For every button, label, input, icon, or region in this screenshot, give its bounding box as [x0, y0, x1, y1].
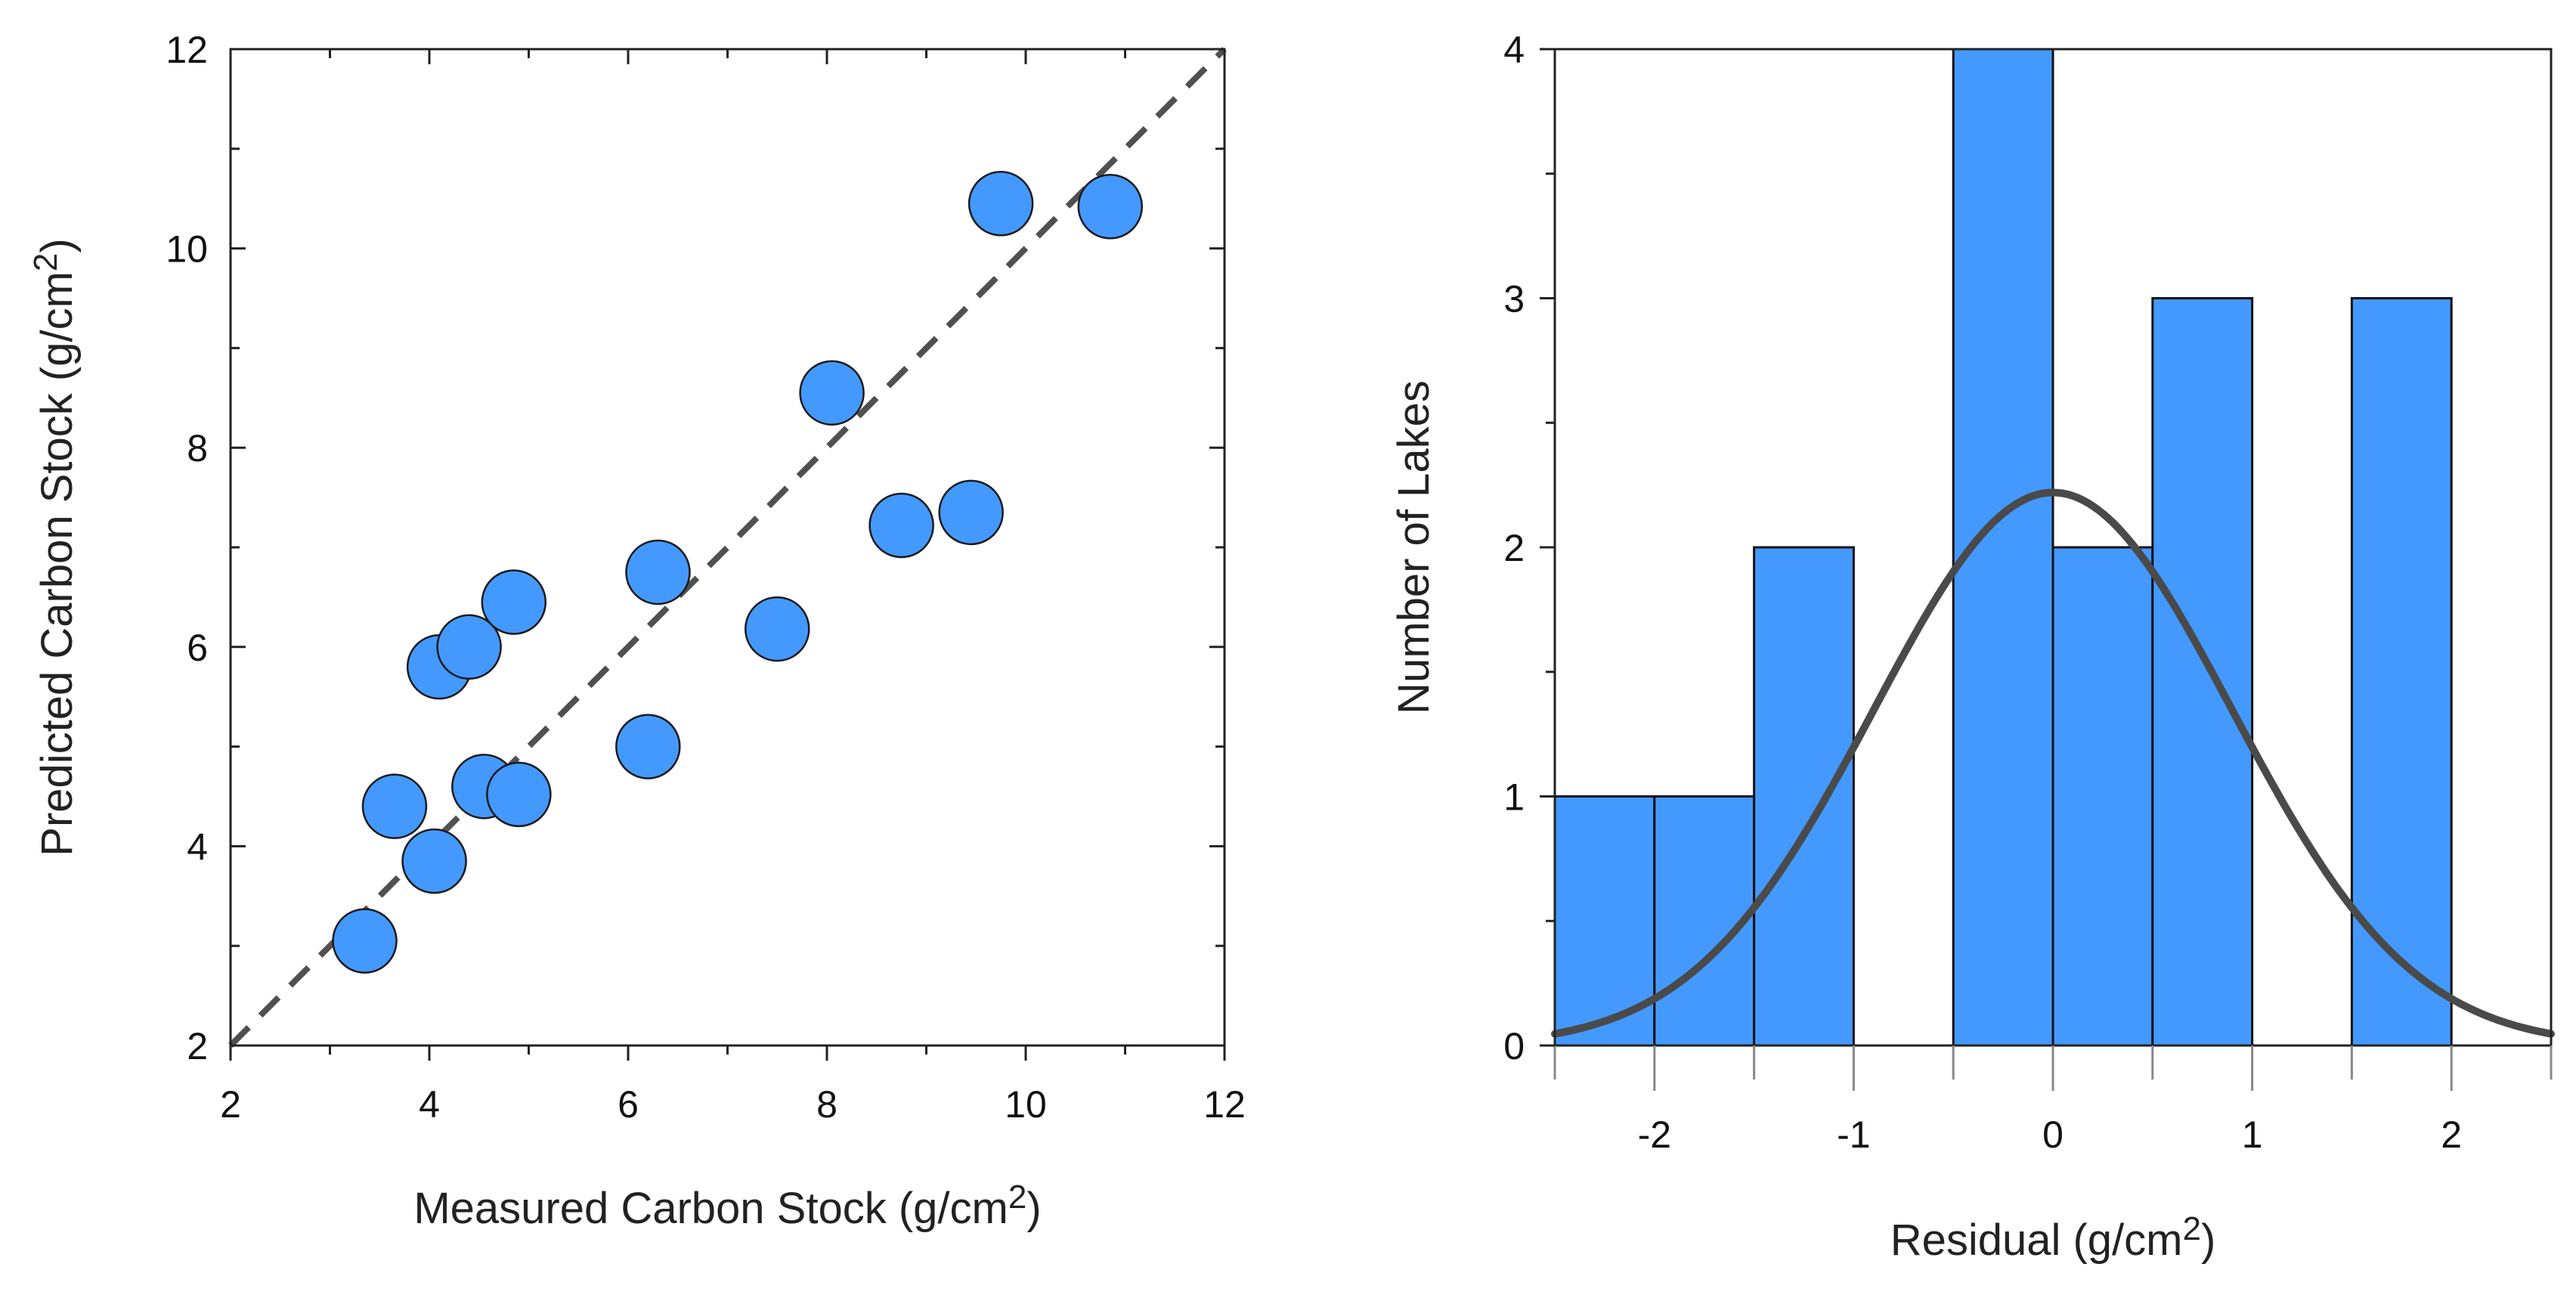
hist-y-tick-label-1: 1 — [1503, 776, 1525, 819]
histogram-y-axis-title: Number of Lakes — [1389, 380, 1438, 714]
identity-reference-line — [228, 47, 1227, 1048]
histogram-bar-9 — [2350, 297, 2453, 1047]
scatter-x-axis-title: Measured Carbon Stock (g/cm2) — [413, 1179, 1041, 1233]
scatter-point-9 — [615, 714, 681, 779]
x-tick-label-10: 10 — [1005, 1083, 1047, 1126]
scatter-point-5 — [436, 614, 502, 680]
normal-curve — [1551, 488, 2555, 1038]
y-tick-label-12: 12 — [166, 29, 208, 71]
hist-y-tick-label-0: 0 — [1503, 1025, 1525, 1067]
scatter-point-2 — [361, 773, 428, 839]
y-tick-label-8: 8 — [187, 427, 208, 469]
x-tick-label-6: 6 — [618, 1083, 639, 1126]
scatter-point-10 — [625, 539, 691, 606]
scatter-y-axis-title: Predicted Carbon Stock (g/cm2) — [27, 238, 82, 856]
histogram-ticks: -2 -1 0 1 2 0 1 2 3 4 — [1503, 29, 2553, 1156]
hist-x-tick-label-0: 0 — [2042, 1114, 2064, 1156]
x-tick-label-8: 8 — [816, 1083, 838, 1126]
scatter-point-14 — [938, 479, 1004, 546]
histogram-panel: -2 -1 0 1 2 0 1 2 3 4 Residual (g/cm2) Number of … — [1389, 29, 2555, 1265]
histogram-bar-7 — [2151, 297, 2254, 1047]
y-tick-label-2: 2 — [187, 1025, 208, 1067]
histogram-x-axis-title: Residual (g/cm2) — [1890, 1210, 2216, 1265]
scatter-ticks: 22 4 4 6 6 8 8 10 10 12 12 — [166, 29, 1245, 1126]
hist-y-tick-label-4: 4 — [1503, 29, 1525, 71]
scatter-points — [332, 171, 1144, 974]
scatter-point-16 — [1077, 173, 1144, 240]
x-tick-label-2: 2 — [220, 1083, 241, 1126]
scatter-point-1 — [332, 908, 398, 974]
hist-x-tick-label-1: 1 — [2242, 1114, 2263, 1156]
hist-y-tick-label-2: 2 — [1503, 527, 1525, 569]
x-tick-label-4: 4 — [419, 1083, 440, 1126]
scatter-panel: 22 4 4 6 6 8 8 10 10 12 12 Measured Carbon Stock (… — [27, 29, 1246, 1233]
scatter-point-13 — [868, 492, 934, 559]
y-tick-label-10: 10 — [166, 228, 208, 271]
histogram-bar-3 — [1753, 546, 1855, 1047]
scatter-point-15 — [968, 171, 1034, 237]
y-tick-label-4: 4 — [187, 826, 208, 868]
histogram-bars — [1553, 48, 2453, 1047]
y-tick-label-6: 6 — [187, 627, 208, 669]
hist-x-tick-label--2: -2 — [1638, 1114, 1671, 1156]
scatter-point-12 — [799, 360, 865, 426]
histogram-bar-6 — [2051, 546, 2154, 1047]
scatter-point-8 — [481, 569, 547, 635]
scatter-reference-layer — [228, 47, 1227, 1048]
hist-x-tick-label-2: 2 — [2441, 1114, 2462, 1156]
histogram-bar-2 — [1653, 795, 1756, 1047]
scatter-point-7 — [486, 761, 552, 828]
x-tick-label-12: 12 — [1203, 1083, 1246, 1126]
hist-x-tick-label--1: -1 — [1837, 1114, 1870, 1156]
scatter-point-3 — [401, 828, 467, 894]
hist-y-tick-label-3: 3 — [1503, 278, 1525, 321]
scatter-point-11 — [745, 596, 810, 662]
